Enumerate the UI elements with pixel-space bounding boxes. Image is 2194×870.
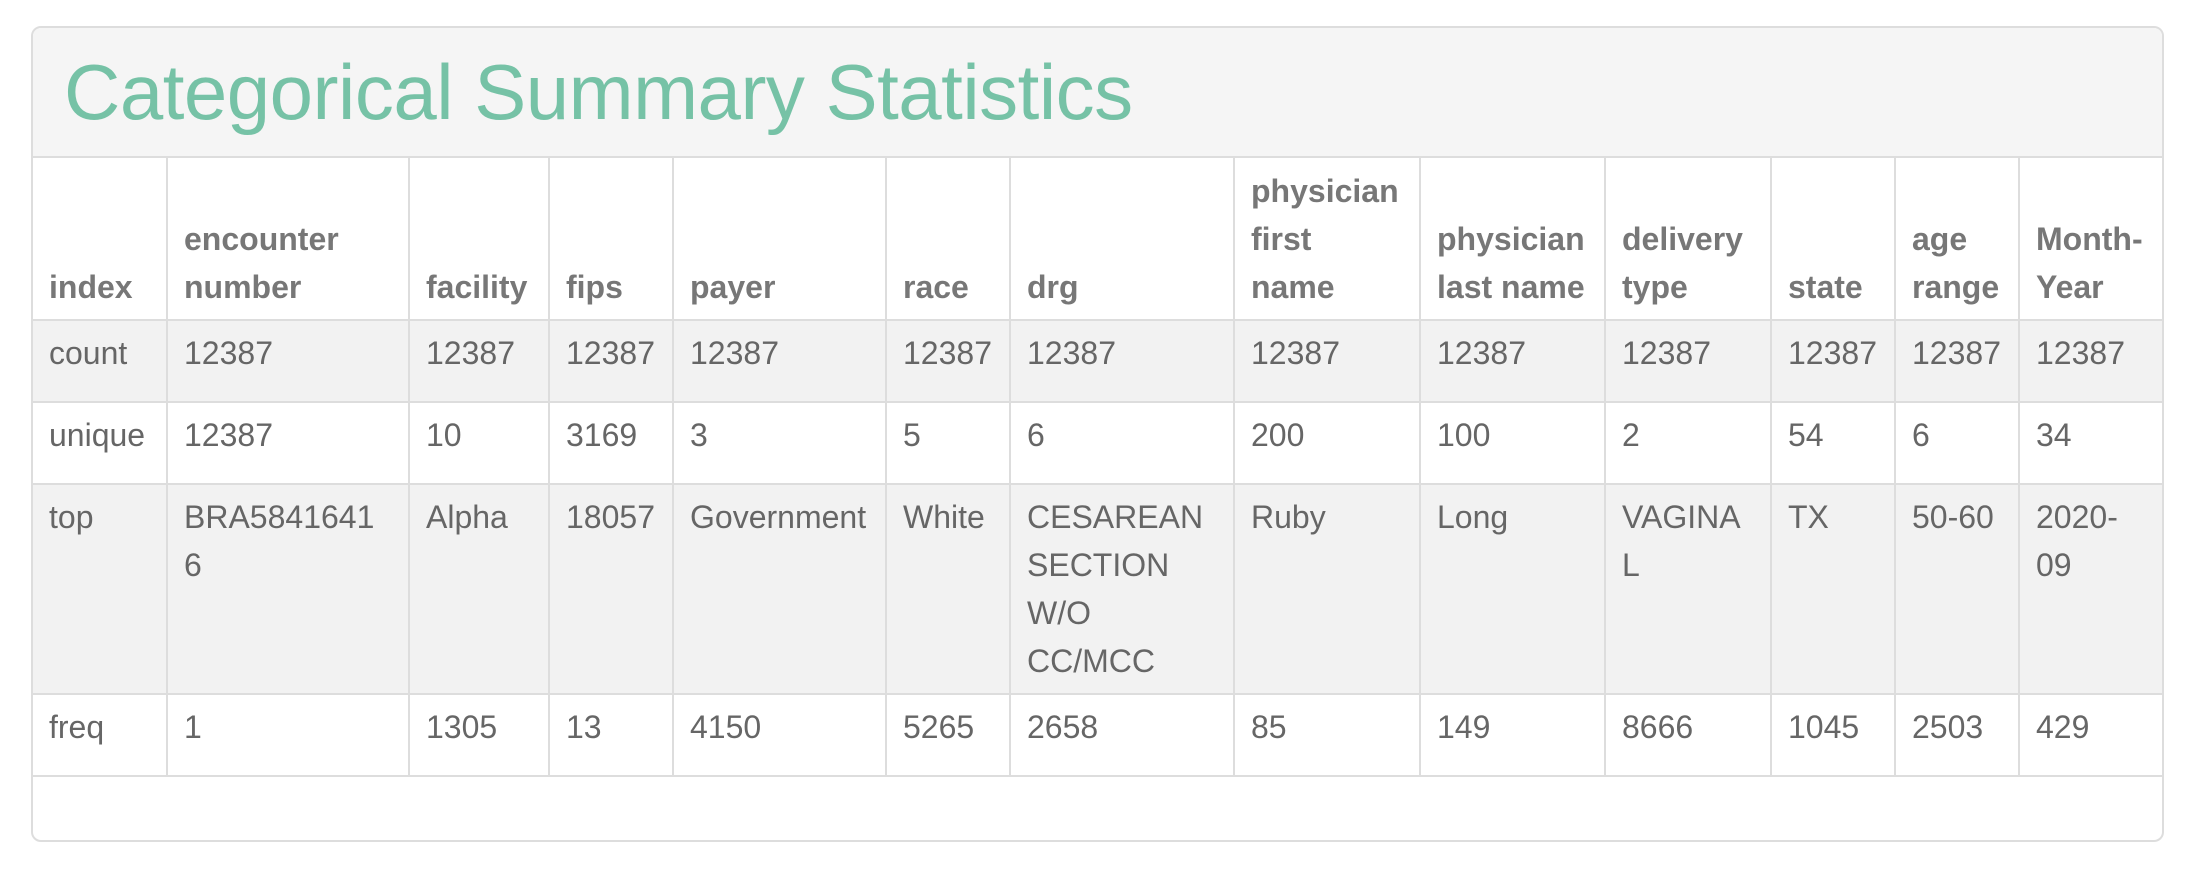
table-cell: 1305	[408, 693, 550, 777]
table-cell: Alpha	[408, 483, 550, 695]
table-cell: top	[33, 483, 168, 695]
table-cell: 8666	[1604, 693, 1772, 777]
table-cell: BRA58416416	[166, 483, 410, 695]
table-cell: 18057	[548, 483, 674, 695]
table-cell: 12387	[2018, 319, 2162, 403]
column-header-race: race	[885, 158, 1011, 321]
table-cell: Long	[1419, 483, 1606, 695]
table-cell: 100	[1419, 401, 1606, 485]
table-cell: 6	[1894, 401, 2020, 485]
table-cell: 429	[2018, 693, 2162, 777]
table-cell: 2	[1604, 401, 1772, 485]
table-cell: 12387	[1233, 319, 1421, 403]
table-cell: 85	[1233, 693, 1421, 777]
table-cell: 1	[166, 693, 410, 777]
table-cell: 3	[672, 401, 887, 485]
table-cell: 149	[1419, 693, 1606, 777]
table-cell: 6	[1009, 401, 1235, 485]
column-header-state: state	[1770, 158, 1896, 321]
table-cell: 12387	[166, 401, 410, 485]
table-cell: 54	[1770, 401, 1896, 485]
column-header-delivery-type: delivery type	[1604, 158, 1772, 321]
summary-panel: Categorical Summary Statistics index enc…	[31, 26, 2164, 842]
table-cell: CESAREAN SECTION W/O CC/MCC	[1009, 483, 1235, 695]
table-cell: 12387	[1770, 319, 1896, 403]
summary-table: index encounter number facility fips pay…	[33, 158, 2162, 777]
table-cell: 12387	[1604, 319, 1772, 403]
column-header-month-year: Month-Year	[2018, 158, 2162, 321]
table-cell: Government	[672, 483, 887, 695]
table-cell: freq	[33, 693, 168, 777]
table-cell: 34	[2018, 401, 2162, 485]
table-cell: 12387	[885, 319, 1011, 403]
column-header-index: index	[33, 158, 168, 321]
column-header-drg: drg	[1009, 158, 1235, 321]
table-cell: 3169	[548, 401, 674, 485]
table-cell: 200	[1233, 401, 1421, 485]
table-cell: 2658	[1009, 693, 1235, 777]
column-header-fips: fips	[548, 158, 674, 321]
column-header-payer: payer	[672, 158, 887, 321]
column-header-facility: facility	[408, 158, 550, 321]
table-row-freq: freq 1 1305 13 4150 5265 2658 85 149 866…	[33, 693, 2162, 777]
table-cell: White	[885, 483, 1011, 695]
column-header-physician-first-name: physician first name	[1233, 158, 1421, 321]
column-header-encounter-number: encounter number	[166, 158, 410, 321]
table-cell: unique	[33, 401, 168, 485]
table-cell: 12387	[166, 319, 410, 403]
table-cell: 10	[408, 401, 550, 485]
table-cell: 4150	[672, 693, 887, 777]
column-header-age-range: age range	[1894, 158, 2020, 321]
table-row-top: top BRA58416416 Alpha 18057 Government W…	[33, 483, 2162, 695]
table-cell: 12387	[1894, 319, 2020, 403]
table-cell: TX	[1770, 483, 1896, 695]
column-header-physician-last-name: physician last name	[1419, 158, 1606, 321]
panel-title: Categorical Summary Statistics	[64, 47, 1133, 136]
header-row: index encounter number facility fips pay…	[33, 158, 2162, 321]
table-cell: Ruby	[1233, 483, 1421, 695]
table-cell: 12387	[672, 319, 887, 403]
table-cell: 2020-09	[2018, 483, 2162, 695]
table-cell: 12387	[408, 319, 550, 403]
table-cell: 5	[885, 401, 1011, 485]
table-cell: 12387	[1009, 319, 1235, 403]
table-cell: 2503	[1894, 693, 2020, 777]
table-cell: VAGINAL	[1604, 483, 1772, 695]
table-cell: 5265	[885, 693, 1011, 777]
table-cell: 50-60	[1894, 483, 2020, 695]
table-cell: 1045	[1770, 693, 1896, 777]
table-cell: 12387	[1419, 319, 1606, 403]
table-cell: count	[33, 319, 168, 403]
table-row-unique: unique 12387 10 3169 3 5 6 200 100 2 54 …	[33, 401, 2162, 485]
panel-heading: Categorical Summary Statistics	[33, 28, 2162, 158]
table-cell: 12387	[548, 319, 674, 403]
table-row-count: count 12387 12387 12387 12387 12387 1238…	[33, 319, 2162, 403]
table-cell: 13	[548, 693, 674, 777]
